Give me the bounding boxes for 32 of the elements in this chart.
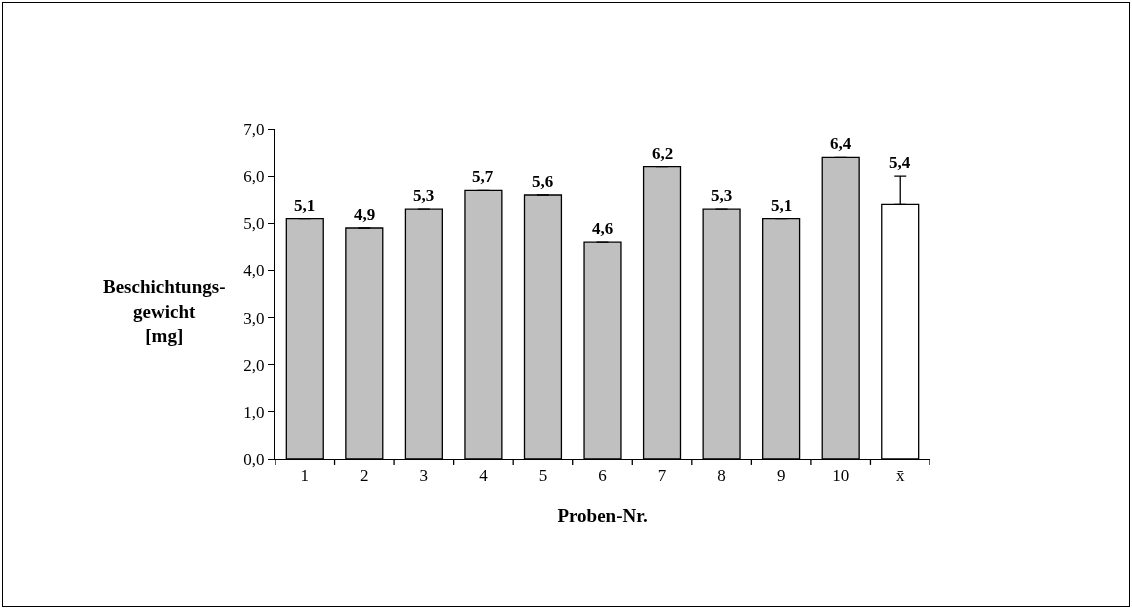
data-label: 6,2 [652,144,674,163]
data-label: 5,3 [711,186,733,205]
y-tick-label: 7,0 [243,119,265,139]
x-tick-label: 1 [300,465,310,485]
x-tick-label: 10 [832,465,850,485]
x-tick-label: 7 [657,465,667,485]
data-label: 5,1 [771,196,793,215]
x-tick-label: 8 [717,465,726,485]
data-label: 5,3 [413,186,435,205]
y-axis-title: Beschichtungs- gewicht [mg] [103,276,226,347]
x-tick-label: x̄ [895,465,905,485]
data-label: 5,1 [294,196,316,215]
data-label: 4,9 [354,205,376,224]
x-tick-label: 3 [419,465,429,485]
data-label: 4,6 [592,219,614,238]
x-tick-label: 4 [479,465,489,485]
y-tick-label: 6,0 [243,167,265,187]
x-tick-label: 9 [776,465,786,485]
y-tick-label: 5,0 [243,214,265,234]
y-tick-label: 4,0 [243,261,265,281]
data-label: 5,7 [472,167,494,186]
data-label: 5,4 [889,153,911,172]
y-tick-label: 3,0 [243,308,265,328]
y-tick-label: 0,0 [243,449,265,469]
y-tick-label: 2,0 [243,355,265,375]
x-tick-label: 2 [360,465,369,485]
y-tick-label: 1,0 [243,402,265,422]
x-tick-label: 5 [538,465,548,485]
x-tick-label: 6 [598,465,607,485]
data-label: 6,4 [830,134,852,153]
data-label: 5,6 [532,172,554,191]
x-axis-title: Proben-Nr. [557,505,648,527]
